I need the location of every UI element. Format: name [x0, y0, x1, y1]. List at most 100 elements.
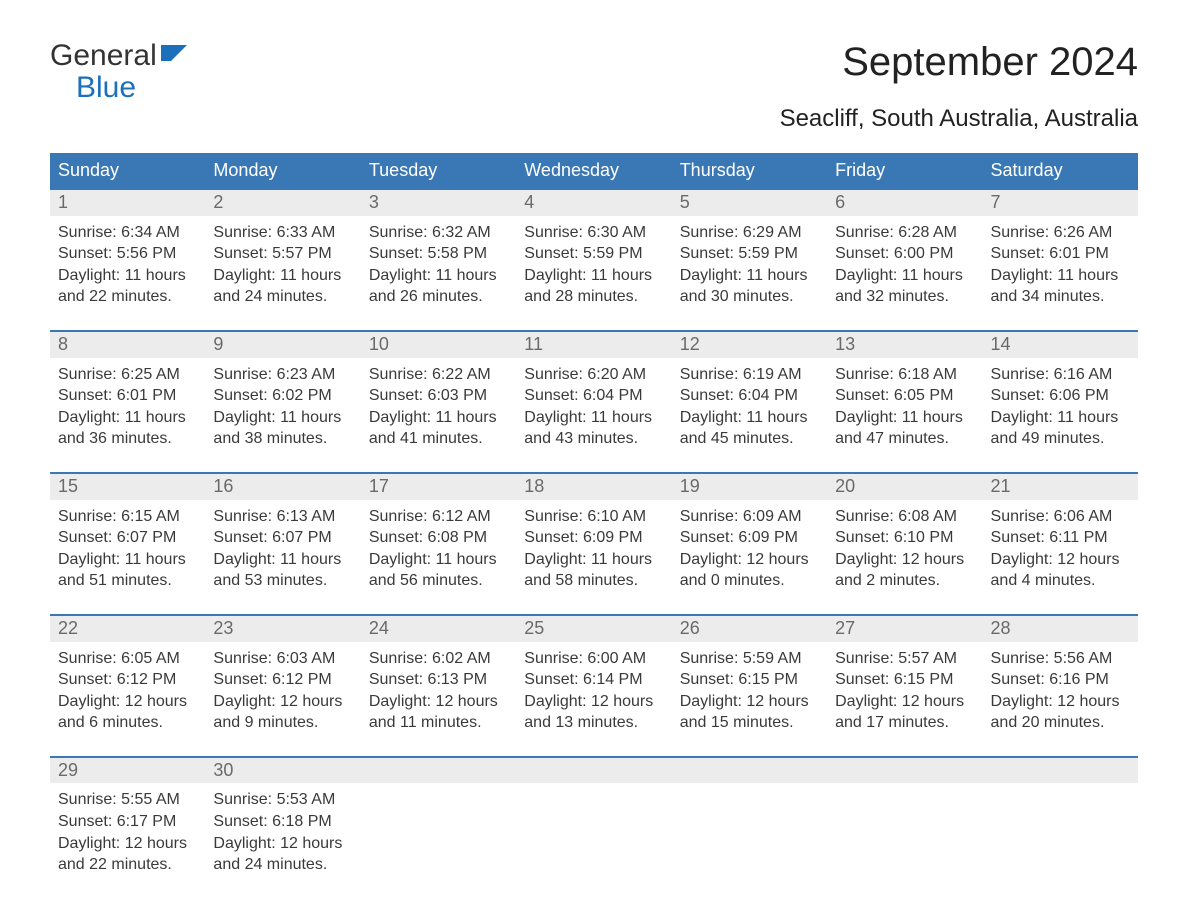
- day-line-d2: and 0 minutes.: [680, 570, 819, 592]
- day-line-d1: Daylight: 12 hours: [680, 549, 819, 571]
- day-cell: 21Sunrise: 6:06 AMSunset: 6:11 PMDayligh…: [983, 474, 1138, 592]
- day-details: Sunrise: 6:08 AMSunset: 6:10 PMDaylight:…: [827, 500, 982, 592]
- day-line-sunset: Sunset: 5:58 PM: [369, 243, 508, 265]
- day-cell: 8Sunrise: 6:25 AMSunset: 6:01 PMDaylight…: [50, 332, 205, 450]
- day-line-d2: and 15 minutes.: [680, 712, 819, 734]
- day-details: Sunrise: 6:30 AMSunset: 5:59 PMDaylight:…: [516, 216, 671, 308]
- day-number: 16: [205, 474, 360, 500]
- weekday-header: Friday: [827, 153, 982, 188]
- day-number: 12: [672, 332, 827, 358]
- day-line-d2: and 58 minutes.: [524, 570, 663, 592]
- day-line-sunrise: Sunrise: 6:09 AM: [680, 506, 819, 528]
- day-line-d2: and 49 minutes.: [991, 428, 1130, 450]
- day-details: Sunrise: 5:55 AMSunset: 6:17 PMDaylight:…: [50, 783, 205, 875]
- day-cell: 24Sunrise: 6:02 AMSunset: 6:13 PMDayligh…: [361, 616, 516, 734]
- day-line-sunrise: Sunrise: 6:16 AM: [991, 364, 1130, 386]
- day-details: Sunrise: 6:13 AMSunset: 6:07 PMDaylight:…: [205, 500, 360, 592]
- day-line-sunrise: Sunrise: 6:22 AM: [369, 364, 508, 386]
- day-cell: 10Sunrise: 6:22 AMSunset: 6:03 PMDayligh…: [361, 332, 516, 450]
- day-line-sunrise: Sunrise: 6:30 AM: [524, 222, 663, 244]
- day-line-sunrise: Sunrise: 6:23 AM: [213, 364, 352, 386]
- day-line-sunrise: Sunrise: 6:28 AM: [835, 222, 974, 244]
- day-number: 17: [361, 474, 516, 500]
- day-line-sunrise: Sunrise: 6:15 AM: [58, 506, 197, 528]
- brand-line2: Blue: [76, 72, 189, 104]
- day-cell: 17Sunrise: 6:12 AMSunset: 6:08 PMDayligh…: [361, 474, 516, 592]
- day-line-d1: Daylight: 11 hours: [369, 549, 508, 571]
- day-line-sunset: Sunset: 6:02 PM: [213, 385, 352, 407]
- day-number: 21: [983, 474, 1138, 500]
- day-line-d1: Daylight: 12 hours: [991, 691, 1130, 713]
- day-line-d1: Daylight: 11 hours: [213, 265, 352, 287]
- day-details: Sunrise: 6:26 AMSunset: 6:01 PMDaylight:…: [983, 216, 1138, 308]
- day-details: Sunrise: 5:59 AMSunset: 6:15 PMDaylight:…: [672, 642, 827, 734]
- day-details: Sunrise: 6:00 AMSunset: 6:14 PMDaylight:…: [516, 642, 671, 734]
- day-line-sunrise: Sunrise: 6:29 AM: [680, 222, 819, 244]
- day-line-d2: and 6 minutes.: [58, 712, 197, 734]
- day-line-d1: Daylight: 12 hours: [58, 691, 197, 713]
- day-line-sunrise: Sunrise: 6:03 AM: [213, 648, 352, 670]
- day-line-sunrise: Sunrise: 6:10 AM: [524, 506, 663, 528]
- day-line-d2: and 45 minutes.: [680, 428, 819, 450]
- weekday-header-row: Sunday Monday Tuesday Wednesday Thursday…: [50, 153, 1138, 188]
- day-number: 9: [205, 332, 360, 358]
- day-line-sunrise: Sunrise: 6:12 AM: [369, 506, 508, 528]
- day-number: .: [516, 758, 671, 784]
- day-line-sunset: Sunset: 6:15 PM: [680, 669, 819, 691]
- day-number: 27: [827, 616, 982, 642]
- day-number: 23: [205, 616, 360, 642]
- day-line-d2: and 56 minutes.: [369, 570, 508, 592]
- day-number: .: [827, 758, 982, 784]
- week-row: 29Sunrise: 5:55 AMSunset: 6:17 PMDayligh…: [50, 756, 1138, 876]
- day-number: 13: [827, 332, 982, 358]
- weekday-header: Monday: [205, 153, 360, 188]
- day-line-d1: Daylight: 11 hours: [835, 407, 974, 429]
- day-line-sunrise: Sunrise: 6:34 AM: [58, 222, 197, 244]
- month-title: September 2024: [780, 40, 1138, 85]
- day-line-d2: and 26 minutes.: [369, 286, 508, 308]
- day-cell: 4Sunrise: 6:30 AMSunset: 5:59 PMDaylight…: [516, 190, 671, 308]
- day-number: .: [672, 758, 827, 784]
- day-cell: 13Sunrise: 6:18 AMSunset: 6:05 PMDayligh…: [827, 332, 982, 450]
- day-line-d1: Daylight: 11 hours: [213, 407, 352, 429]
- day-line-d1: Daylight: 11 hours: [991, 407, 1130, 429]
- weekday-header: Saturday: [983, 153, 1138, 188]
- day-number: 25: [516, 616, 671, 642]
- day-details: Sunrise: 6:05 AMSunset: 6:12 PMDaylight:…: [50, 642, 205, 734]
- day-line-d2: and 53 minutes.: [213, 570, 352, 592]
- day-line-sunset: Sunset: 6:14 PM: [524, 669, 663, 691]
- brand-logo: General Blue: [50, 40, 189, 103]
- day-details: Sunrise: 6:18 AMSunset: 6:05 PMDaylight:…: [827, 358, 982, 450]
- day-line-d1: Daylight: 11 hours: [680, 407, 819, 429]
- day-line-sunrise: Sunrise: 6:06 AM: [991, 506, 1130, 528]
- day-line-d1: Daylight: 12 hours: [835, 691, 974, 713]
- day-cell: 12Sunrise: 6:19 AMSunset: 6:04 PMDayligh…: [672, 332, 827, 450]
- day-line-d2: and 32 minutes.: [835, 286, 974, 308]
- day-line-sunset: Sunset: 6:03 PM: [369, 385, 508, 407]
- day-number: 30: [205, 758, 360, 784]
- day-line-sunrise: Sunrise: 6:26 AM: [991, 222, 1130, 244]
- day-details: Sunrise: 5:53 AMSunset: 6:18 PMDaylight:…: [205, 783, 360, 875]
- day-line-sunrise: Sunrise: 6:25 AM: [58, 364, 197, 386]
- day-number: 28: [983, 616, 1138, 642]
- day-line-d1: Daylight: 11 hours: [58, 265, 197, 287]
- day-line-d2: and 4 minutes.: [991, 570, 1130, 592]
- day-line-sunset: Sunset: 6:04 PM: [680, 385, 819, 407]
- day-line-d2: and 28 minutes.: [524, 286, 663, 308]
- flag-icon: [161, 40, 189, 72]
- day-cell: 22Sunrise: 6:05 AMSunset: 6:12 PMDayligh…: [50, 616, 205, 734]
- day-number: 11: [516, 332, 671, 358]
- day-line-d1: Daylight: 12 hours: [369, 691, 508, 713]
- day-line-sunrise: Sunrise: 5:55 AM: [58, 789, 197, 811]
- day-details: Sunrise: 6:25 AMSunset: 6:01 PMDaylight:…: [50, 358, 205, 450]
- day-line-sunset: Sunset: 6:12 PM: [58, 669, 197, 691]
- day-line-d1: Daylight: 12 hours: [680, 691, 819, 713]
- day-number: 4: [516, 190, 671, 216]
- day-line-sunset: Sunset: 5:59 PM: [680, 243, 819, 265]
- day-cell: 15Sunrise: 6:15 AMSunset: 6:07 PMDayligh…: [50, 474, 205, 592]
- day-cell: .: [361, 758, 516, 876]
- day-cell: 26Sunrise: 5:59 AMSunset: 6:15 PMDayligh…: [672, 616, 827, 734]
- day-cell: 11Sunrise: 6:20 AMSunset: 6:04 PMDayligh…: [516, 332, 671, 450]
- day-line-d1: Daylight: 11 hours: [524, 549, 663, 571]
- day-line-d2: and 24 minutes.: [213, 854, 352, 876]
